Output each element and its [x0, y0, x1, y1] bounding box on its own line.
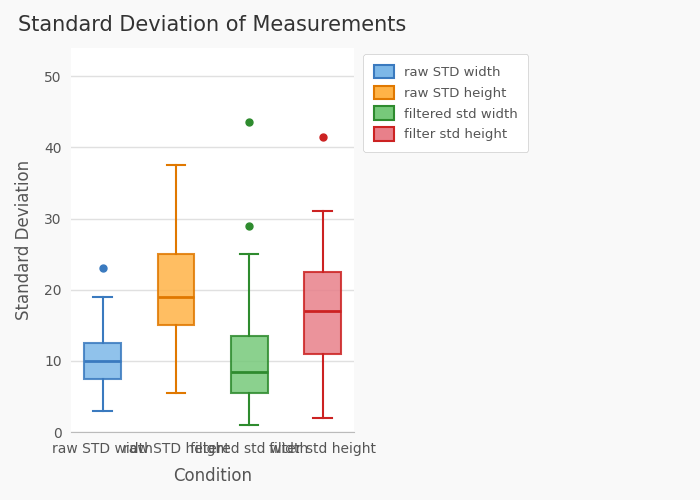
Legend: raw STD width, raw STD height, filtered std width, filter std height: raw STD width, raw STD height, filtered … — [363, 54, 528, 152]
PathPatch shape — [304, 272, 341, 354]
PathPatch shape — [231, 336, 267, 393]
PathPatch shape — [158, 254, 195, 326]
Title: Standard Deviation of Measurements: Standard Deviation of Measurements — [18, 15, 407, 35]
PathPatch shape — [84, 343, 121, 379]
X-axis label: Condition: Condition — [173, 467, 252, 485]
Y-axis label: Standard Deviation: Standard Deviation — [15, 160, 33, 320]
